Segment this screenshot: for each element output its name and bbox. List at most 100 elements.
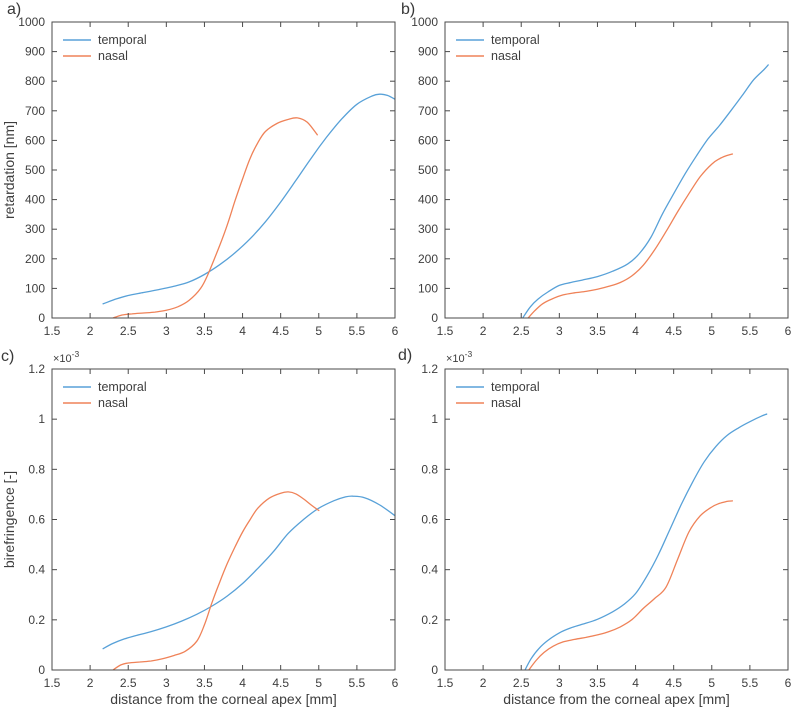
svg-text:4.5: 4.5 xyxy=(272,324,289,338)
svg-text:0: 0 xyxy=(38,311,45,325)
svg-text:900: 900 xyxy=(25,45,45,59)
series-nasal xyxy=(527,153,734,319)
svg-text:700: 700 xyxy=(25,104,45,118)
svg-text:5.5: 5.5 xyxy=(349,676,366,690)
x-axis-label: distance from the corneal apex [mm] xyxy=(110,691,336,707)
axes-box xyxy=(51,21,396,319)
svg-text:4: 4 xyxy=(632,324,639,338)
svg-text:2: 2 xyxy=(480,676,487,690)
axes-box xyxy=(444,368,789,671)
svg-text:300: 300 xyxy=(25,222,45,236)
y-exponent-label: ×10-3 xyxy=(53,349,80,365)
svg-text:1: 1 xyxy=(431,412,438,426)
svg-text:1000: 1000 xyxy=(411,15,438,29)
panel-d: d) 1.5 2 2.5 3 3.5 4 4.5 5 5.5 6 0 0.2 0.4 0.6 0.8 1 1.2… xyxy=(393,347,793,710)
series-group xyxy=(102,491,396,671)
svg-text:2: 2 xyxy=(87,324,94,338)
panel-label-b: b) xyxy=(401,1,416,18)
svg-text:0: 0 xyxy=(431,663,438,677)
svg-text:4.5: 4.5 xyxy=(665,324,682,338)
axes-box xyxy=(444,21,789,319)
svg-text:0.2: 0.2 xyxy=(421,613,438,627)
svg-text:1: 1 xyxy=(38,412,45,426)
svg-text:0: 0 xyxy=(38,663,45,677)
svg-text:800: 800 xyxy=(25,74,45,88)
svg-text:5: 5 xyxy=(315,324,322,338)
svg-text:500: 500 xyxy=(418,163,438,177)
legend: temporal nasal xyxy=(63,380,147,410)
svg-text:0.6: 0.6 xyxy=(28,513,45,527)
svg-text:2.5: 2.5 xyxy=(120,324,137,338)
svg-text:3.5: 3.5 xyxy=(589,676,606,690)
svg-text:800: 800 xyxy=(418,74,438,88)
series-nasal xyxy=(112,117,318,319)
svg-text:2.5: 2.5 xyxy=(513,676,530,690)
series-group xyxy=(524,413,768,671)
chart-c-canvas: 1.5 2 2.5 3 3.5 4 4.5 5 5.5 6 0 0.2 0.4 0.6 0.8 1 1.2 ×10… xyxy=(1,349,399,707)
svg-text:900: 900 xyxy=(418,45,438,59)
svg-text:1.5: 1.5 xyxy=(44,324,61,338)
svg-text:100: 100 xyxy=(418,281,438,295)
svg-text:3.5: 3.5 xyxy=(589,324,606,338)
panel-label-c: c) xyxy=(1,348,15,365)
svg-text:3: 3 xyxy=(163,676,170,690)
svg-text:0.4: 0.4 xyxy=(421,563,438,577)
y-exponent-label: ×10-3 xyxy=(446,349,473,365)
legend-label-temporal: temporal xyxy=(98,33,147,47)
svg-text:6: 6 xyxy=(785,676,792,690)
svg-text:0: 0 xyxy=(431,311,438,325)
svg-text:0.2: 0.2 xyxy=(28,613,45,627)
svg-text:0.8: 0.8 xyxy=(421,462,438,476)
legend: temporal nasal xyxy=(456,380,540,410)
tick-labels: 1.5 2 2.5 3 3.5 4 4.5 5 5.5 6 0 0.2 0.4 0.6 0.8 1 1.2 ×10… xyxy=(421,349,791,690)
svg-text:5.5: 5.5 xyxy=(742,676,759,690)
svg-text:400: 400 xyxy=(418,193,438,207)
svg-text:100: 100 xyxy=(25,281,45,295)
legend-label-temporal: temporal xyxy=(491,380,540,394)
svg-text:500: 500 xyxy=(25,163,45,177)
svg-text:2: 2 xyxy=(87,676,94,690)
svg-text:1.5: 1.5 xyxy=(437,676,454,690)
tick-labels: 1.5 2 2.5 3 3.5 4 4.5 5 5.5 6 0 0.2 0.4 0.6 0.8 1 1.2 ×10… xyxy=(28,349,398,690)
svg-text:0.4: 0.4 xyxy=(28,563,45,577)
panel-b: b) 1.5 2 2.5 3 3.5 4 4.5 5 5.5 6 0 100 200 300 400 500 6… xyxy=(393,0,793,345)
legend-label-nasal: nasal xyxy=(491,396,521,410)
panel-c: c) 1.5 2 2.5 3 3.5 4 4.5 5 5.5 6 0 0.2 0.4 0.6 0.8 1 1.2… xyxy=(0,347,400,710)
svg-text:1.2: 1.2 xyxy=(28,362,45,376)
panel-label-a: a) xyxy=(7,1,22,18)
chart-a-canvas: 1.5 2 2.5 3 3.5 4 4.5 5 5.5 6 0 100 200 300 400 500 600 7… xyxy=(1,15,399,338)
svg-text:3.5: 3.5 xyxy=(196,324,213,338)
series-nasal xyxy=(112,491,320,671)
legend-label-temporal: temporal xyxy=(98,380,147,394)
svg-text:300: 300 xyxy=(418,222,438,236)
svg-text:4.5: 4.5 xyxy=(665,676,682,690)
svg-text:5.5: 5.5 xyxy=(742,324,759,338)
legend: temporal nasal xyxy=(456,33,540,63)
tick-labels: 1.5 2 2.5 3 3.5 4 4.5 5 5.5 6 0 100 200 300 400 500 600 7… xyxy=(18,15,398,338)
panel-a: a) 1.5 2 2.5 3 3.5 4 4.5 5 5.5 6 0 100 200 300 400 500 6… xyxy=(0,0,400,345)
svg-text:5: 5 xyxy=(708,324,715,338)
axes-box xyxy=(51,368,396,671)
svg-text:700: 700 xyxy=(418,104,438,118)
svg-text:5: 5 xyxy=(708,676,715,690)
series-temporal xyxy=(102,93,396,305)
svg-text:2.5: 2.5 xyxy=(513,324,530,338)
svg-text:3: 3 xyxy=(556,324,563,338)
chart-b-canvas: 1.5 2 2.5 3 3.5 4 4.5 5 5.5 6 0 100 200 300 400 500 600 7… xyxy=(411,15,791,338)
series-temporal xyxy=(522,64,769,319)
svg-text:1.2: 1.2 xyxy=(421,362,438,376)
series-group xyxy=(522,64,769,319)
svg-text:0.6: 0.6 xyxy=(421,513,438,527)
legend-label-temporal: temporal xyxy=(491,33,540,47)
svg-text:600: 600 xyxy=(25,133,45,147)
svg-text:2: 2 xyxy=(480,324,487,338)
series-group xyxy=(102,93,396,319)
svg-text:4: 4 xyxy=(239,324,246,338)
legend: temporal nasal xyxy=(63,33,147,63)
svg-text:2.5: 2.5 xyxy=(120,676,137,690)
svg-text:4: 4 xyxy=(632,676,639,690)
svg-text:400: 400 xyxy=(25,193,45,207)
x-axis-label: distance from the corneal apex [mm] xyxy=(503,691,729,707)
svg-text:0.8: 0.8 xyxy=(28,462,45,476)
